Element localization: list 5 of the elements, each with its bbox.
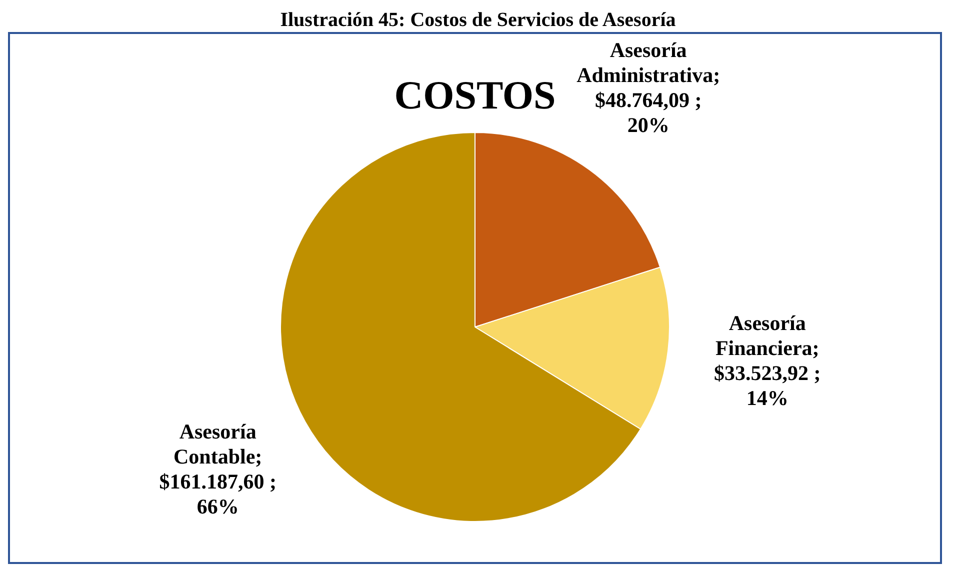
slice-label: Asesoría Contable; $161.187,60 ; 66%	[159, 419, 276, 518]
text: Ilustración 45: Costos de Servicios de Asesoría	[279, 8, 677, 32]
slice-label: Asesoría Administrativa; $48.764,09 ; 20%	[576, 38, 720, 137]
text: COSTOS	[394, 72, 556, 118]
slice-label: Asesoría Financiera; $33.523,92 ; 14%	[714, 311, 821, 410]
